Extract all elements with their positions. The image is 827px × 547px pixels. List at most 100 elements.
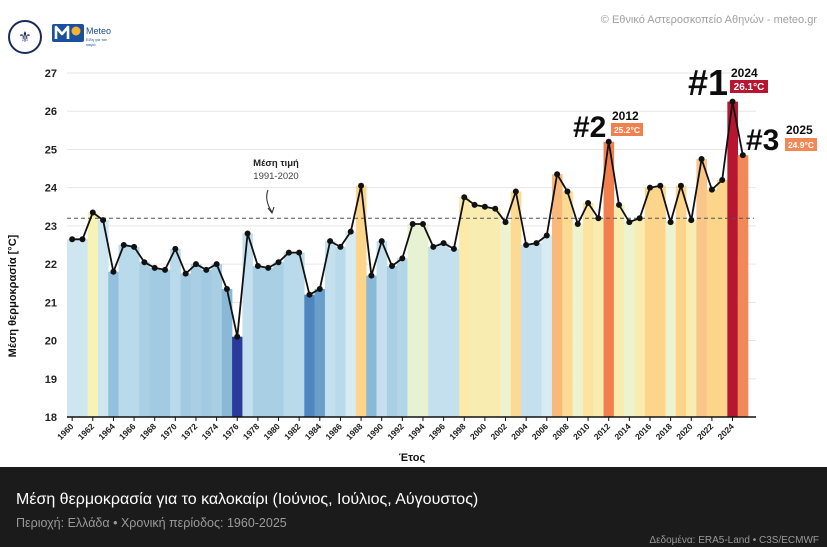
bars <box>67 101 749 418</box>
x-tick-label: 1966 <box>117 421 138 442</box>
x-tick-label: 2004 <box>509 421 530 442</box>
point-1960 <box>69 236 76 243</box>
point-1997 <box>450 245 457 252</box>
bar-2020 <box>686 220 697 417</box>
point-1981 <box>285 249 292 256</box>
bar-1994 <box>417 223 429 417</box>
y-tick-label: 20 <box>45 336 57 348</box>
point-2025 <box>739 152 746 159</box>
bar-1991 <box>386 266 398 417</box>
x-tick-label: 1964 <box>96 421 117 442</box>
rank-2-number: #2 <box>573 111 606 144</box>
x-tick-label: 1998 <box>447 421 468 442</box>
point-2022 <box>708 186 715 193</box>
bar-2006 <box>541 235 553 417</box>
x-tick-label: 1992 <box>385 421 406 442</box>
bar-2005 <box>531 243 542 417</box>
x-tick-label: 1960 <box>55 421 76 442</box>
rank-1-value: 26.1°C <box>734 82 765 93</box>
point-1992 <box>399 255 406 262</box>
bar-1968 <box>149 267 161 417</box>
point-2021 <box>698 156 705 162</box>
y-tick-label: 23 <box>45 221 57 233</box>
point-2013 <box>616 201 623 208</box>
x-tick-label: 1988 <box>344 421 365 442</box>
bar-2021 <box>696 159 708 417</box>
point-1993 <box>409 220 416 227</box>
bar-1978 <box>252 266 264 417</box>
y-tick-label: 19 <box>45 374 57 386</box>
bar-1964 <box>108 271 119 417</box>
bar-1986 <box>335 246 346 417</box>
bar-1997 <box>448 248 460 417</box>
bar-2003 <box>510 191 522 417</box>
point-1984 <box>316 285 323 292</box>
bar-1983 <box>304 294 315 417</box>
meteo-name: Meteo <box>86 26 112 36</box>
rank-1-number: #1 <box>688 62 728 103</box>
point-2012 <box>605 138 612 145</box>
point-1966 <box>131 243 138 250</box>
point-2018 <box>667 219 674 226</box>
y-axis-label: Μέση θερμοκρασία [°C] <box>7 234 19 357</box>
rank-2-badge <box>611 123 643 136</box>
copyright-text: © Εθνικό Αστεροσκοπείο Αθηνών - meteo.gr <box>600 14 817 26</box>
rank-3-number: #3 <box>746 124 779 157</box>
mean-pointer-arrowhead <box>267 206 275 215</box>
point-2024 <box>729 98 736 105</box>
bar-2014 <box>624 222 635 417</box>
bar-1981 <box>283 252 295 417</box>
point-2009 <box>574 220 581 227</box>
y-tick-label: 24 <box>45 183 58 195</box>
bar-2009 <box>572 223 584 417</box>
x-tick-label: 1972 <box>179 421 200 442</box>
bar-2019 <box>675 185 687 417</box>
point-1994 <box>419 220 426 227</box>
x-tick-label: 2008 <box>550 421 571 442</box>
bar-1972 <box>190 264 202 417</box>
mean-pointer-arrow <box>266 189 273 213</box>
x-tick-label: 1996 <box>427 421 448 442</box>
bar-1965 <box>118 245 130 417</box>
point-2008 <box>564 188 571 195</box>
bar-1995 <box>428 246 439 417</box>
bar-2007 <box>551 174 563 417</box>
point-2017 <box>657 182 664 189</box>
point-1991 <box>389 263 396 270</box>
point-1976 <box>234 333 241 340</box>
x-tick-label: 1962 <box>76 421 97 442</box>
y-tick-label: 21 <box>45 297 57 309</box>
rank-3-value: 24.9°C <box>788 140 814 150</box>
x-tick-label: 2016 <box>633 421 654 442</box>
point-1978 <box>254 263 261 270</box>
y-tick-label: 18 <box>45 412 57 424</box>
bar-1970 <box>170 248 181 417</box>
point-2011 <box>595 215 602 222</box>
bar-1999 <box>469 204 481 417</box>
x-tick-label: 1984 <box>303 421 324 442</box>
bar-1974 <box>211 264 223 417</box>
bar-1987 <box>345 231 357 417</box>
point-2015 <box>636 215 643 222</box>
point-1979 <box>265 264 272 271</box>
point-1980 <box>275 259 282 266</box>
rank-2-value: 25.2°C <box>614 125 640 135</box>
point-1990 <box>378 238 385 245</box>
point-1971 <box>182 270 189 277</box>
bar-2010 <box>582 202 594 417</box>
bar-2022 <box>706 189 718 417</box>
bar-2025 <box>737 155 749 417</box>
rank-2-year: 2012 <box>612 109 639 123</box>
meteo-logo-icon <box>52 24 84 42</box>
point-2023 <box>719 177 726 184</box>
bar-1962 <box>87 212 99 417</box>
x-tick-label: 2024 <box>715 421 736 442</box>
data-source: Δεδομένα: ERA5-Land • C3S/ECMWF <box>649 535 819 546</box>
bar-2013 <box>613 204 625 417</box>
bar-2018 <box>665 222 677 417</box>
x-tick-label: 2020 <box>674 421 695 442</box>
bar-1960 <box>67 239 78 417</box>
bar-1985 <box>324 241 336 417</box>
point-2000 <box>481 203 488 210</box>
x-tick-label: 1986 <box>323 421 344 442</box>
